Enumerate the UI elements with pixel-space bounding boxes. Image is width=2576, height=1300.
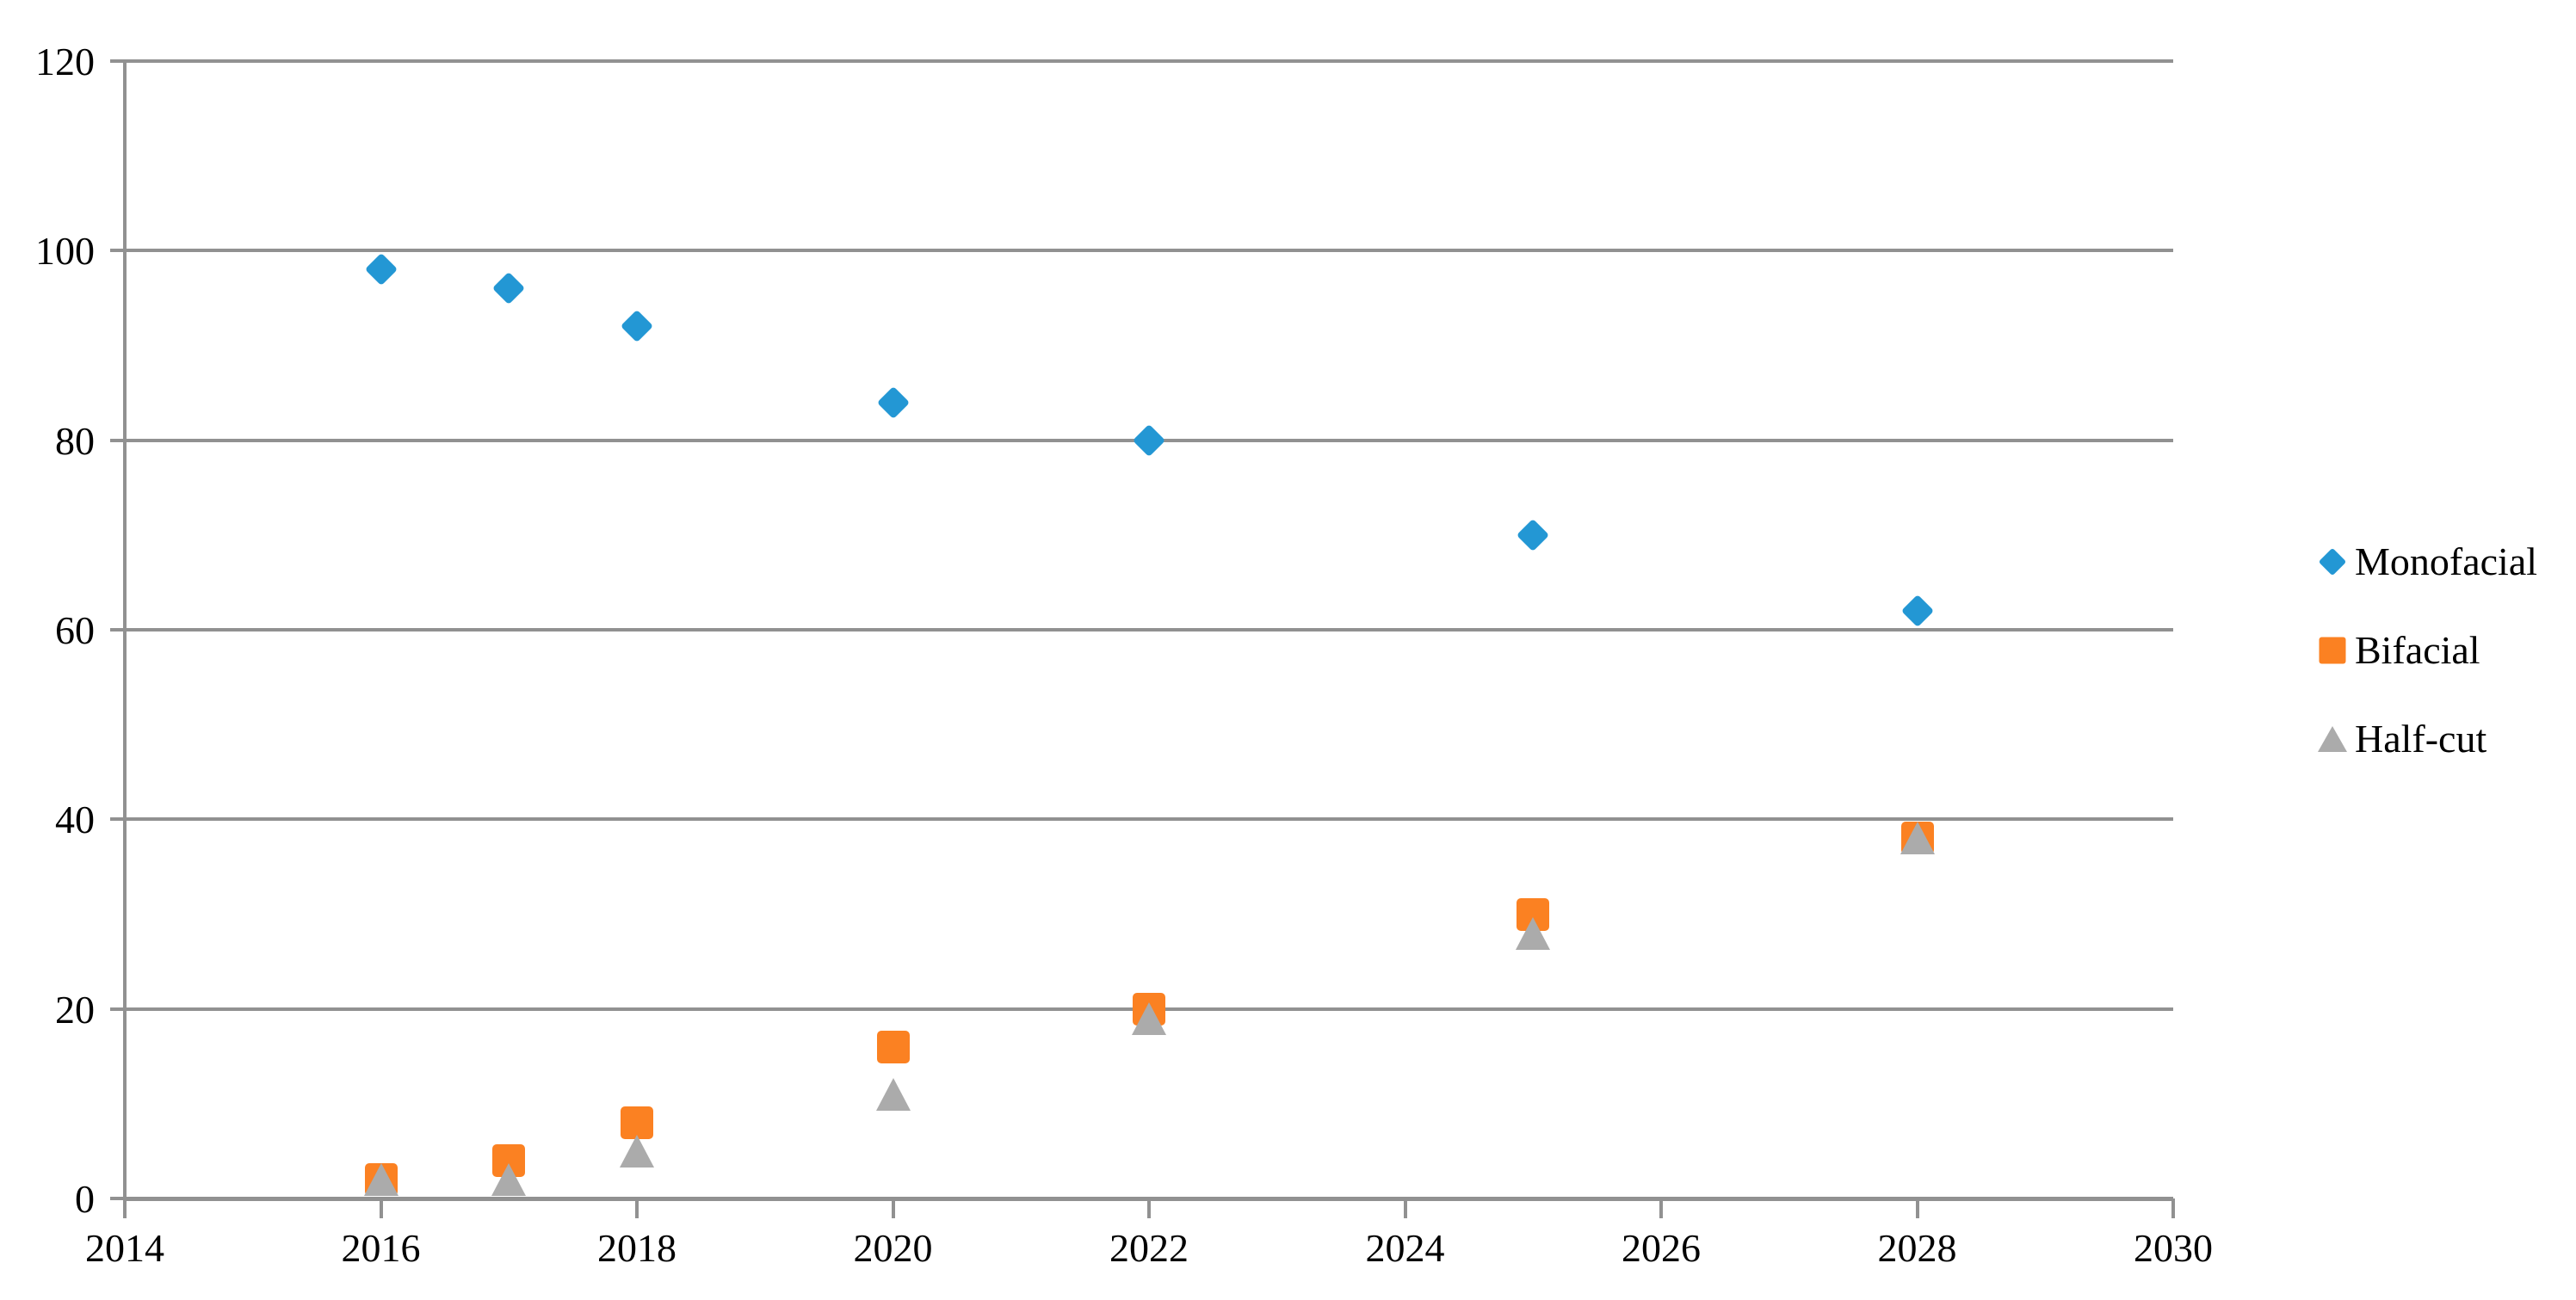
data-point-monofacial[interactable] <box>1900 594 1934 628</box>
data-point-half-cut[interactable] <box>363 1162 398 1196</box>
legend-label: Monofacial <box>2355 539 2538 583</box>
y-axis-tick-label: 80 <box>55 418 95 463</box>
x-axis-tick-label: 2030 <box>2134 1226 2213 1270</box>
x-axis-tick <box>1403 1198 1407 1218</box>
x-axis-tick <box>379 1198 383 1218</box>
diamond-icon <box>2315 545 2350 579</box>
square-glyph <box>2319 637 2346 664</box>
legend-label: Bifacial <box>2355 628 2480 672</box>
data-point-half-cut[interactable] <box>491 1162 527 1196</box>
y-axis-tick-label: 100 <box>35 229 95 274</box>
y-axis-tick <box>110 628 125 632</box>
x-axis-tick <box>635 1198 639 1218</box>
y-axis-tick-label: 20 <box>55 987 95 1032</box>
y-axis-tick-label: 120 <box>35 40 95 83</box>
x-axis-tick-label: 2026 <box>1622 1226 1701 1270</box>
data-point-monofacial[interactable] <box>620 310 654 343</box>
gridline-y-40 <box>125 817 2173 822</box>
data-point-bifacial[interactable] <box>621 1106 653 1139</box>
legend-item-monofacial[interactable]: Monofacial <box>2315 535 2537 588</box>
x-axis-tick <box>1659 1198 1663 1218</box>
y-axis-tick <box>110 59 125 63</box>
x-axis-tick-label: 2018 <box>597 1226 676 1270</box>
gridline-y-60 <box>125 628 2173 632</box>
y-axis-tick-label: 40 <box>55 798 95 842</box>
y-axis-tick <box>110 1007 125 1011</box>
x-axis-tick <box>891 1198 895 1218</box>
data-point-bifacial[interactable] <box>876 1030 910 1063</box>
data-point-half-cut[interactable] <box>875 1077 911 1111</box>
y-axis-tick-label: 0 <box>75 1177 95 1221</box>
y-axis-tick <box>110 249 125 253</box>
x-axis-tick-label: 2016 <box>341 1226 421 1270</box>
x-axis-tick-label: 2024 <box>1365 1226 1445 1270</box>
square-icon <box>2315 633 2350 668</box>
gridline-y-120 <box>125 59 2173 63</box>
diamond-glyph <box>2318 547 2347 576</box>
data-point-monofacial[interactable] <box>364 253 398 286</box>
data-point-monofacial[interactable] <box>876 385 910 419</box>
data-point-half-cut[interactable] <box>1132 1001 1166 1035</box>
x-axis-tick-label: 2022 <box>1109 1226 1189 1270</box>
x-axis-tick <box>1915 1198 1919 1218</box>
triangle-icon <box>2315 722 2350 756</box>
data-point-monofacial[interactable] <box>492 272 526 305</box>
x-axis-tick <box>123 1198 127 1218</box>
gridline-y-100 <box>125 249 2173 253</box>
x-axis-tick <box>2171 1198 2175 1218</box>
data-point-half-cut[interactable] <box>1516 916 1551 950</box>
x-axis-tick-label: 2028 <box>1877 1226 1957 1270</box>
x-axis-tick-label: 2014 <box>85 1226 164 1270</box>
triangle-glyph <box>2318 726 2347 752</box>
legend-label: Half-cut <box>2355 717 2487 761</box>
x-axis-tick <box>1147 1198 1151 1218</box>
data-point-monofacial[interactable] <box>1132 423 1166 457</box>
y-axis-tick <box>110 817 125 822</box>
data-point-monofacial[interactable] <box>1517 518 1550 551</box>
y-axis-tick <box>110 1197 125 1200</box>
data-point-half-cut[interactable] <box>1900 822 1935 855</box>
legend-item-half-cut[interactable]: Half-cut <box>2315 712 2537 766</box>
legend: Monofacial Bifacial Half-cut <box>2315 535 2537 801</box>
y-axis-line <box>123 59 127 1201</box>
data-point-half-cut[interactable] <box>620 1134 654 1168</box>
x-axis-tick-label: 2020 <box>853 1226 933 1270</box>
y-axis-tick <box>110 438 125 442</box>
legend-item-bifacial[interactable]: Bifacial <box>2315 624 2537 677</box>
y-axis-tick-label: 60 <box>55 608 95 652</box>
